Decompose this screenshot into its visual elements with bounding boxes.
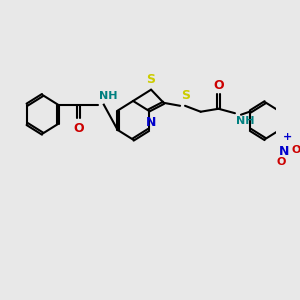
Text: O: O (277, 157, 286, 166)
Text: +: + (283, 132, 292, 142)
Text: N: N (146, 116, 156, 129)
Text: NH: NH (99, 91, 118, 101)
Text: S: S (182, 89, 190, 102)
Text: NH: NH (236, 116, 254, 126)
Text: S: S (147, 73, 156, 86)
Text: O: O (73, 122, 84, 135)
Text: ⁻: ⁻ (296, 145, 300, 155)
Text: O: O (213, 79, 224, 92)
Text: O: O (292, 145, 300, 155)
Text: N: N (279, 145, 289, 158)
